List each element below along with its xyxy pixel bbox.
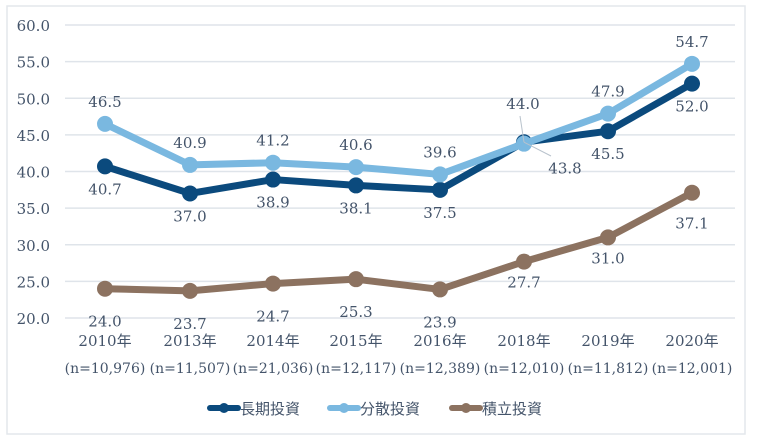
- x-tick-label: 2019年: [581, 332, 634, 350]
- x-tick-label: 2020年: [665, 332, 718, 350]
- data-point: [348, 177, 364, 194]
- data-point: [684, 75, 700, 92]
- data-point: [600, 229, 616, 246]
- data-label: 47.9: [591, 83, 624, 101]
- data-point: [265, 154, 281, 171]
- data-label: 24.0: [88, 313, 121, 331]
- data-label: 37.1: [675, 215, 708, 233]
- x-sample-size-label: (n=12,117): [316, 361, 397, 377]
- data-point: [600, 123, 616, 140]
- x-sample-size-label: (n=12,389): [400, 361, 481, 377]
- legend-marker: [219, 403, 229, 413]
- y-tick-label: 45.0: [17, 127, 50, 145]
- data-label: 27.7: [507, 274, 540, 292]
- y-tick-label: 40.0: [17, 164, 50, 182]
- data-label: 46.5: [88, 93, 121, 111]
- data-point: [516, 253, 532, 270]
- data-point: [432, 181, 448, 198]
- legend-item: 積立投資: [449, 400, 542, 418]
- data-point: [600, 105, 616, 122]
- series-line: [104, 189, 694, 295]
- data-point: [182, 282, 198, 299]
- legend-item: 長期投資: [207, 400, 300, 418]
- x-sample-size-label: (n=11,507): [150, 361, 231, 377]
- x-sample-size-label: (n=11,812): [568, 361, 649, 377]
- data-label: 38.9: [256, 194, 289, 212]
- x-sample-size-label: (n=10,976): [65, 361, 146, 377]
- data-point: [348, 159, 364, 176]
- x-tick-label: 2014年: [246, 332, 299, 350]
- data-label: 31.0: [591, 249, 624, 267]
- leader-line: [523, 141, 552, 157]
- leader-line: [519, 115, 525, 143]
- y-tick-label: 20.0: [17, 310, 50, 328]
- x-sample-size-label: (n=12,010): [484, 361, 565, 377]
- data-label: 37.0: [173, 207, 206, 225]
- y-tick-label: 30.0: [17, 237, 50, 255]
- series-line: [103, 60, 694, 178]
- data-point: [182, 156, 198, 173]
- data-point: [432, 166, 448, 183]
- x-sample-size-label: (n=12,001): [652, 361, 733, 377]
- data-point: [348, 271, 364, 288]
- chart-frame: [6, 5, 746, 435]
- data-point: [432, 281, 448, 298]
- data-point: [516, 135, 532, 152]
- y-tick-label: 25.0: [17, 273, 50, 291]
- data-label: 43.8: [548, 160, 581, 178]
- legend-label: 長期投資: [240, 400, 300, 418]
- data-label: 52.0: [675, 98, 708, 116]
- y-tick-label: 55.0: [17, 54, 50, 72]
- x-tick-label: 2010年: [78, 332, 131, 350]
- legend-label: 分散投資: [360, 400, 420, 418]
- data-label: 44.0: [506, 95, 539, 113]
- data-point: [97, 280, 113, 297]
- legend-label: 積立投資: [482, 400, 542, 418]
- x-tick-label: 2016年: [413, 332, 466, 350]
- data-label: 24.7: [256, 308, 289, 326]
- data-label: 23.9: [423, 313, 456, 331]
- data-point: [97, 158, 113, 175]
- y-tick-label: 35.0: [17, 200, 50, 218]
- legend-marker: [461, 403, 471, 413]
- data-label: 40.6: [339, 136, 372, 154]
- data-label: 25.3: [339, 303, 372, 321]
- data-label: 23.7: [173, 315, 206, 333]
- x-tick-label: 2015年: [329, 332, 382, 350]
- x-sample-size-label: (n=21,036): [233, 361, 314, 377]
- data-label: 40.7: [88, 180, 121, 198]
- data-label: 54.7: [675, 33, 708, 51]
- x-tick-label: 2018年: [497, 332, 550, 350]
- data-label: 40.9: [173, 134, 206, 152]
- y-tick-label: 60.0: [17, 17, 50, 35]
- data-label: 45.5: [591, 145, 624, 163]
- data-point: [265, 171, 281, 188]
- data-label: 37.5: [423, 204, 456, 222]
- data-point: [182, 185, 198, 202]
- data-label: 41.2: [256, 132, 289, 150]
- y-tick-label: 50.0: [17, 90, 50, 108]
- x-tick-label: 2013年: [163, 332, 216, 350]
- data-point: [97, 115, 113, 132]
- legend-marker: [339, 403, 349, 413]
- data-point: [684, 55, 700, 72]
- data-point: [684, 184, 700, 201]
- data-label: 38.1: [339, 199, 372, 217]
- data-point: [265, 275, 281, 292]
- data-label: 39.6: [423, 143, 456, 161]
- legend-item: 分散投資: [327, 400, 420, 418]
- series-line: [103, 80, 694, 197]
